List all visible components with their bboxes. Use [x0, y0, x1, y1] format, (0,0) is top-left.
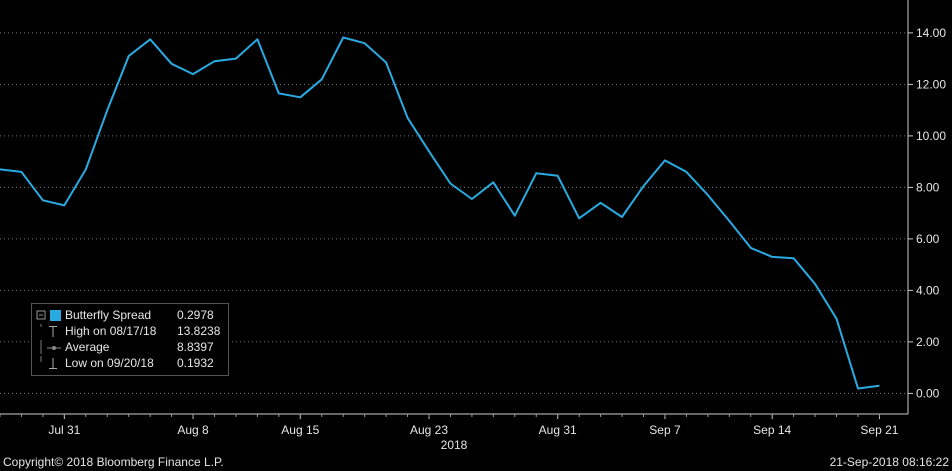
series-layer: [0, 36, 880, 390]
axis-layer: [0, 0, 913, 419]
legend-low-label: Low on 09/20/18: [65, 356, 154, 370]
y-tick-label: 14.00: [916, 26, 946, 40]
y-tick-label: 0.00: [916, 386, 940, 400]
legend-box: Butterfly Spread 0.2978 High on 08/17/18…: [31, 303, 229, 376]
y-tick-label: 6.00: [916, 232, 940, 246]
collapse-icon[interactable]: [36, 308, 48, 322]
label-layer: 0.00 2.00 4.00 6.00 8.00 10.00 12.00 14.00 Jul 3…: [48, 26, 946, 452]
x-tick-label: Sep 14: [753, 423, 791, 437]
y-tick-label: 2.00: [916, 335, 940, 349]
average-icon: [47, 346, 61, 350]
x-tick-label: Sep 7: [649, 423, 681, 437]
copyright-text: Copyright© 2018 Bloomberg Finance L.P.: [3, 455, 224, 469]
series-line-butterfly-spread: [0, 36, 880, 390]
legend-series-value: 0.2978: [177, 308, 214, 322]
grid-layer: [0, 32, 908, 394]
tree-end-icon: [40, 356, 42, 362]
legend-row-low: Low on 09/20/18 0.1932: [32, 355, 228, 371]
timestamp-text: 21-Sep-2018 08:16:22: [829, 455, 949, 469]
high-marker-icon: [40, 324, 42, 327]
series-swatch: [50, 310, 61, 321]
legend-low-value: 0.1932: [177, 356, 214, 370]
legend-series-label: Butterfly Spread: [65, 308, 152, 322]
y-tick-label: 12.00: [916, 77, 946, 91]
y-tick-label: 4.00: [916, 283, 940, 297]
legend-high-label: High on 08/17/18: [65, 324, 157, 338]
x-tick-label: Aug 15: [281, 423, 319, 437]
legend-row-series: Butterfly Spread 0.2978: [32, 307, 228, 323]
y-tick-label: 10.00: [916, 129, 946, 143]
x-tick-label: Aug 8: [177, 423, 209, 437]
footer-bar: Copyright© 2018 Bloomberg Finance L.P. 2…: [0, 452, 952, 471]
low-icon: [49, 358, 57, 369]
legend-row-high: High on 08/17/18 13.8238: [32, 323, 228, 339]
y-tick-label: 8.00: [916, 180, 940, 194]
chart-svg: 0.00 2.00 4.00 6.00 8.00 10.00 12.00 14.00 Jul 3…: [0, 0, 946, 452]
x-tick-label: Aug 31: [539, 423, 577, 437]
x-year-label: 2018: [441, 438, 468, 452]
legend-average-value: 8.8397: [177, 340, 214, 354]
high-icon: [49, 326, 57, 337]
x-tick-label: Sep 21: [860, 423, 898, 437]
legend-row-average: Average 8.8397: [32, 339, 228, 355]
x-tick-label: Jul 31: [48, 423, 80, 437]
tree-line-icon: [40, 340, 42, 354]
legend-average-label: Average: [65, 340, 110, 354]
x-tick-label: Aug 23: [410, 423, 448, 437]
legend-high-value: 13.8238: [177, 324, 221, 338]
